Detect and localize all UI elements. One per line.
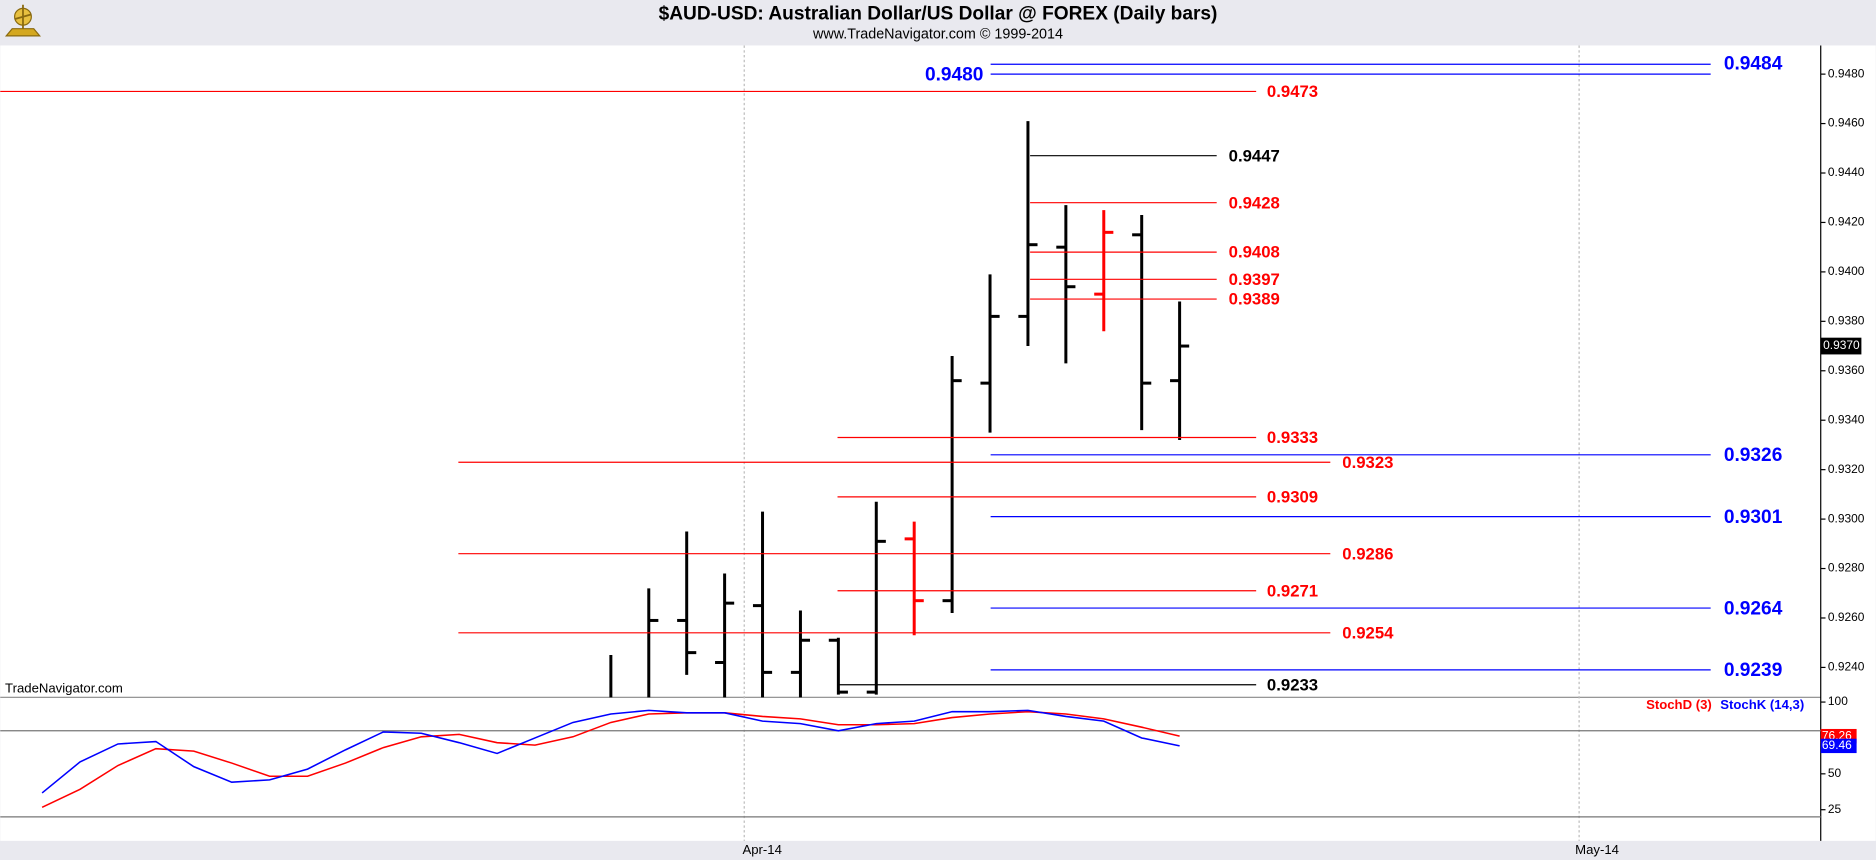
last-price-box — [1820, 337, 1862, 355]
y-tick-label: 0.9300 — [1828, 511, 1865, 525]
stoch-line — [41, 709, 1180, 794]
level-label: 0.9286 — [1342, 544, 1393, 563]
level-label: 0.9271 — [1267, 581, 1318, 600]
y-tick-label: 0.9380 — [1828, 313, 1865, 327]
stoch-tick-label: 100 — [1828, 694, 1848, 708]
price-pane — [609, 121, 1190, 698]
level-label: 0.9447 — [1229, 146, 1280, 165]
level-label: 0.9233 — [1267, 675, 1318, 694]
level-label: 0.9309 — [1267, 487, 1318, 506]
level-label: 0.9484 — [1724, 53, 1783, 74]
x-tick-label: Apr-14 — [742, 842, 781, 857]
level-label: 0.9323 — [1342, 453, 1393, 472]
legend-entry: StochD (3) — [1646, 697, 1712, 712]
plot-area — [0, 45, 1821, 841]
level-label: 0.9428 — [1229, 193, 1280, 212]
y-tick-label: 0.9420 — [1828, 215, 1865, 229]
level-label: 0.9389 — [1229, 290, 1280, 309]
stoch-last-label: 69.46 — [1822, 738, 1852, 752]
legend-entry: StochK (14,3) — [1720, 697, 1804, 712]
stoch-tick-label: 25 — [1828, 802, 1842, 816]
stoch-last-box — [1820, 738, 1857, 754]
chart-subtitle: www.TradeNavigator.com © 1999-2014 — [812, 26, 1063, 42]
logo — [4, 4, 42, 37]
stoch-line — [41, 710, 1180, 808]
chart-title: $AUD-USD: Australian Dollar/US Dollar @ … — [659, 3, 1218, 24]
watermark: TradeNavigator.com — [5, 680, 123, 695]
y-tick-label: 0.9240 — [1828, 660, 1865, 674]
x-tick-label: May-14 — [1575, 842, 1619, 857]
stoch-tick-label: 50 — [1828, 766, 1842, 780]
level-label: 0.9254 — [1342, 623, 1394, 642]
last-price-label: 0.9370 — [1823, 338, 1860, 352]
level-label: 0.9473 — [1267, 82, 1318, 101]
y-tick-label: 0.9260 — [1828, 610, 1865, 624]
level-label: 0.9326 — [1724, 445, 1783, 466]
y-tick-label: 0.9280 — [1828, 561, 1865, 575]
level-label: 0.9333 — [1267, 428, 1318, 447]
y-tick-label: 0.9460 — [1828, 116, 1865, 130]
level-label: 0.9408 — [1229, 243, 1280, 262]
axis-area — [1820, 45, 1876, 841]
level-label: 0.9264 — [1724, 598, 1783, 619]
level-label: 0.9301 — [1724, 507, 1783, 528]
y-tick-label: 0.9440 — [1828, 165, 1865, 179]
level-label: 0.9239 — [1724, 660, 1783, 681]
y-tick-label: 0.9360 — [1828, 363, 1865, 377]
y-tick-label: 0.9480 — [1828, 66, 1865, 80]
y-tick-label: 0.9340 — [1828, 412, 1865, 426]
y-tick-label: 0.9320 — [1828, 462, 1865, 476]
level-label: 0.9397 — [1229, 270, 1280, 289]
level-label: 0.9480 — [925, 64, 984, 85]
y-tick-label: 0.9400 — [1828, 264, 1865, 278]
